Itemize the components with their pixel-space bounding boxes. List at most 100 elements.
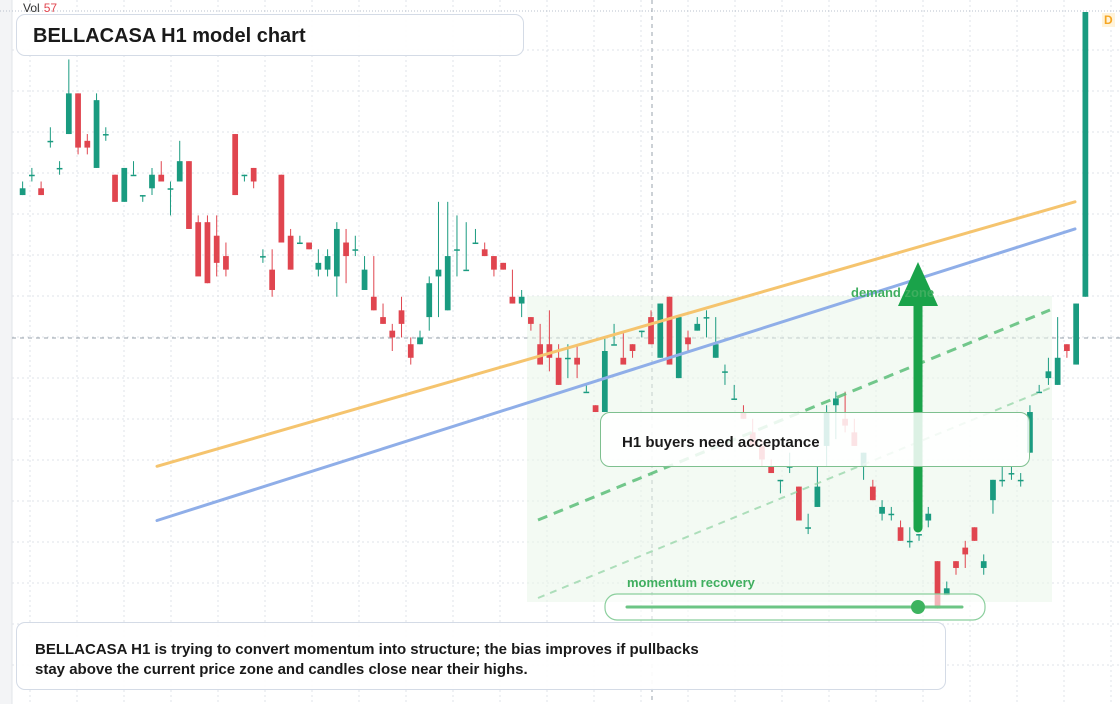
candle-body <box>528 317 534 324</box>
candle-body <box>518 296 525 304</box>
summary-text: BELLACASA H1 is trying to convert moment… <box>35 641 699 678</box>
candle-body <box>287 235 294 270</box>
candle-body <box>481 249 488 257</box>
candle-body <box>786 466 793 468</box>
candle-body <box>675 317 682 379</box>
candle-body <box>112 174 118 202</box>
candle-body <box>130 174 137 177</box>
candle-body <box>343 242 349 257</box>
candle-body <box>574 357 580 365</box>
candle-body <box>869 486 876 501</box>
candle-body <box>176 161 183 182</box>
candle-body <box>768 466 775 474</box>
candle-body <box>694 323 701 331</box>
volume-value: 57 <box>43 1 58 15</box>
candle-body <box>463 269 470 272</box>
candle-body <box>370 296 377 311</box>
candle-body <box>703 317 710 319</box>
candle-body <box>583 391 590 394</box>
candle-body <box>1054 357 1061 385</box>
candle-body <box>601 351 608 413</box>
candle-body <box>296 242 303 245</box>
candle-body <box>1082 12 1089 297</box>
demand-zone-label: demand zone <box>851 285 935 300</box>
candle-body <box>925 513 932 521</box>
momentum-label: momentum recovery <box>627 575 755 590</box>
candle-body <box>139 195 146 197</box>
candle-body <box>158 174 165 182</box>
candle-body <box>509 296 516 304</box>
candle-body <box>19 188 26 196</box>
candle-body <box>260 256 266 258</box>
candle-body <box>916 534 922 536</box>
callout-text: H1 buyers need acceptance <box>622 434 820 451</box>
candle-body <box>472 242 479 245</box>
candle-body <box>389 330 396 338</box>
candle-body <box>250 167 257 182</box>
candle-body <box>407 344 414 358</box>
candle-body <box>195 222 202 277</box>
candle-body <box>814 486 821 507</box>
chart-title: BELLACASA H1 model chart <box>33 25 306 47</box>
summary-box: BELLACASA H1 is trying to convert moment… <box>16 622 946 690</box>
candle-body <box>648 317 654 345</box>
candle-body <box>1017 479 1024 482</box>
candle-body <box>990 479 996 501</box>
candle-body <box>324 256 331 270</box>
volume-label: Vol <box>23 1 40 15</box>
candle-body <box>805 527 812 529</box>
acceptance-callout: H1 buyers need acceptance <box>600 412 1030 467</box>
ema-fast-line <box>155 200 1077 468</box>
candle-body <box>444 256 451 311</box>
candle-body <box>398 310 405 324</box>
candle-body <box>879 506 885 514</box>
candle-body <box>638 330 645 333</box>
candle-body <box>186 161 192 229</box>
candle-body <box>971 527 978 541</box>
candle-body <box>906 540 913 543</box>
candle-body <box>84 140 91 148</box>
candle-body <box>1008 473 1015 475</box>
arrow-up-icon <box>898 262 938 306</box>
candle-body <box>491 256 497 270</box>
candle-body <box>241 174 248 177</box>
candle-body <box>315 262 322 270</box>
candle-body <box>380 317 386 324</box>
candle-body <box>47 140 54 143</box>
timeframe-badge[interactable]: D <box>1102 13 1115 27</box>
candle-body <box>980 561 987 568</box>
candle-body <box>555 357 562 385</box>
candle-body <box>435 269 442 277</box>
candle-body <box>897 527 904 541</box>
candle-body <box>417 337 423 345</box>
momentum-knob <box>911 600 925 614</box>
candle-body <box>1073 303 1080 365</box>
candle-body <box>149 174 155 189</box>
candle-body <box>278 174 285 243</box>
candle-body <box>500 262 507 270</box>
candle-body <box>213 235 220 263</box>
candle-body <box>722 371 728 373</box>
left-edge-strip <box>0 0 12 704</box>
candle-body <box>629 344 636 351</box>
candle-body <box>65 93 72 135</box>
candle-body <box>269 269 276 290</box>
candle-body <box>712 344 719 358</box>
candle-body <box>888 513 895 516</box>
candle-body <box>204 222 211 284</box>
candle-body <box>1036 391 1043 394</box>
candle-body <box>1045 371 1052 379</box>
candle-body <box>796 486 802 521</box>
candle-body <box>167 188 174 190</box>
candle-body <box>564 357 571 360</box>
candle-body <box>657 303 664 358</box>
candle-body <box>333 228 340 277</box>
candle-body <box>426 283 433 318</box>
candle-body <box>1064 344 1070 351</box>
candle-body <box>93 100 100 168</box>
candle-body <box>666 296 673 365</box>
volume-readout: Vol 57 <box>23 1 57 15</box>
candle-body <box>620 357 627 365</box>
candle-body <box>832 398 839 406</box>
